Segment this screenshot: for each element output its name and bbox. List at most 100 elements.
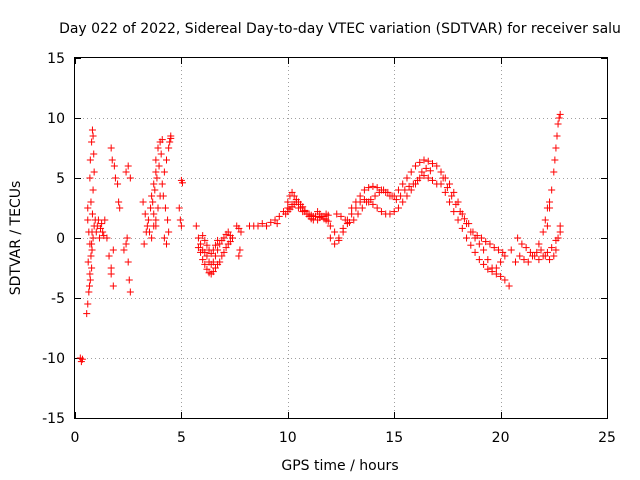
chart-title: Day 022 of 2022, Sidereal Day-to-day VTE… xyxy=(59,21,621,37)
data-point xyxy=(199,232,207,240)
data-point xyxy=(110,162,118,170)
data-point xyxy=(211,264,219,272)
data-point xyxy=(439,174,447,182)
data-point xyxy=(87,252,95,260)
data-point xyxy=(203,252,211,260)
data-point xyxy=(394,186,402,194)
data-point xyxy=(356,198,364,206)
data-point xyxy=(550,168,558,176)
data-point xyxy=(220,234,228,242)
data-point xyxy=(422,164,430,172)
y-tick-label: 10 xyxy=(47,111,65,127)
data-point xyxy=(426,167,434,175)
data-point xyxy=(88,240,96,248)
data-point xyxy=(158,136,166,144)
data-point xyxy=(397,192,405,200)
data-point xyxy=(151,186,159,194)
data-point xyxy=(388,192,396,200)
data-point xyxy=(394,204,402,212)
data-point xyxy=(407,186,415,194)
data-point xyxy=(154,144,162,152)
data-point xyxy=(499,248,507,256)
data-point xyxy=(446,198,454,206)
data-point xyxy=(148,192,156,200)
data-point xyxy=(539,228,547,236)
data-point xyxy=(160,234,168,242)
data-point xyxy=(555,114,563,122)
data-point xyxy=(207,250,215,258)
data-point xyxy=(326,234,334,242)
data-point xyxy=(337,212,345,220)
data-point xyxy=(107,144,115,152)
data-point xyxy=(88,126,96,134)
data-point xyxy=(197,248,205,256)
data-point xyxy=(226,238,234,246)
data-point xyxy=(475,256,483,264)
data-point xyxy=(86,174,94,182)
data-point xyxy=(150,180,158,188)
data-point xyxy=(254,222,262,230)
data-point xyxy=(484,256,492,264)
data-point xyxy=(271,216,279,224)
data-point xyxy=(211,241,219,249)
data-point xyxy=(158,180,166,188)
data-point xyxy=(163,156,171,164)
data-point xyxy=(311,212,319,220)
data-point xyxy=(414,176,422,184)
data-point xyxy=(356,192,364,200)
data-point xyxy=(326,222,334,230)
data-point xyxy=(194,234,202,242)
x-tick-label: 25 xyxy=(598,430,616,446)
data-point xyxy=(403,192,411,200)
data-point xyxy=(501,252,509,260)
data-point xyxy=(141,210,149,218)
data-point xyxy=(209,246,217,254)
data-point xyxy=(543,222,551,230)
data-point xyxy=(416,158,424,166)
data-point xyxy=(148,234,156,242)
data-point xyxy=(166,138,174,146)
data-point xyxy=(371,192,379,200)
data-point xyxy=(157,150,165,158)
data-point xyxy=(144,216,152,224)
data-point xyxy=(556,110,564,118)
data-point xyxy=(392,196,400,204)
data-point xyxy=(437,180,445,188)
data-point xyxy=(420,156,428,164)
data-point xyxy=(516,252,524,260)
data-point xyxy=(552,246,560,254)
data-point xyxy=(518,240,526,248)
data-point xyxy=(90,168,98,176)
data-point xyxy=(88,246,96,254)
data-point xyxy=(167,134,175,142)
data-point xyxy=(216,240,224,248)
data-point xyxy=(465,220,473,228)
data-point xyxy=(87,198,95,206)
data-point xyxy=(142,228,150,236)
data-point xyxy=(467,241,475,249)
x-tick-label: 0 xyxy=(71,430,80,446)
data-point xyxy=(403,174,411,182)
data-point xyxy=(222,244,230,252)
data-point xyxy=(539,252,547,260)
data-point xyxy=(546,198,554,206)
data-point xyxy=(86,276,94,284)
data-point xyxy=(348,210,356,218)
data-point xyxy=(418,168,426,176)
data-point xyxy=(147,204,155,212)
data-point xyxy=(533,248,541,256)
data-point xyxy=(84,258,92,266)
data-point xyxy=(109,246,117,254)
data-point xyxy=(123,234,131,242)
data-point xyxy=(201,236,209,244)
data-point xyxy=(275,212,283,220)
data-point xyxy=(152,156,160,164)
y-tick-label: 0 xyxy=(56,231,65,247)
y-tick-label: -5 xyxy=(51,291,65,307)
data-point xyxy=(363,198,371,206)
data-point xyxy=(450,188,458,196)
data-point xyxy=(441,188,449,196)
data-point xyxy=(331,240,339,248)
data-point xyxy=(105,252,113,260)
data-point xyxy=(88,138,96,146)
